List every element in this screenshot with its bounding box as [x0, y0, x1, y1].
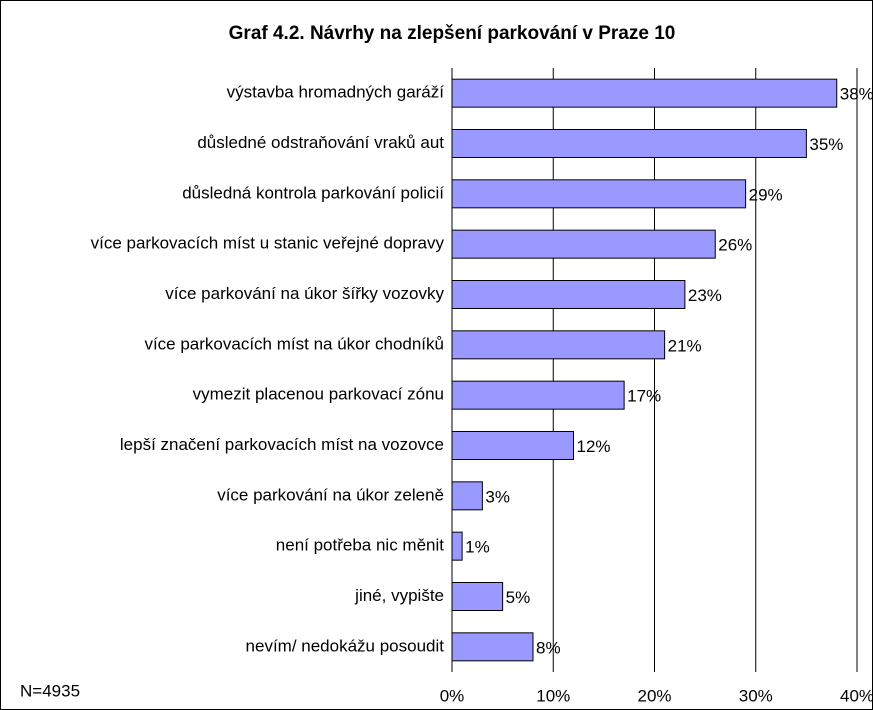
y-tick-label: jiné, vypište	[354, 586, 444, 605]
y-tick-label: důsledné odstraňování vraků aut	[197, 133, 444, 152]
bar	[451, 129, 807, 158]
bar	[451, 179, 747, 209]
bar	[451, 78, 838, 108]
x-tick-label: 40%	[840, 686, 873, 705]
y-tick-label: lepší značení parkovacích míst na vozovc…	[120, 435, 444, 454]
data-label: 29%	[749, 185, 783, 204]
data-label: 3%	[485, 487, 510, 506]
data-label: 5%	[506, 588, 531, 607]
bar	[451, 531, 463, 561]
y-tick-label: více parkování na úkor šířky vozovky	[165, 284, 444, 303]
y-tick-label: více parkovacích míst na úkor chodníků	[144, 334, 444, 353]
y-tick-label: důsledná kontrola parkování policií	[182, 183, 444, 202]
data-label: 12%	[577, 437, 611, 456]
data-label: 38%	[840, 85, 873, 104]
y-tick-label: výstavba hromadných garáží	[227, 83, 445, 102]
data-label: 17%	[627, 387, 661, 406]
y-tick-label: více parkování na úkor zeleně	[217, 485, 444, 504]
y-tick-label: vymezit placenou parkovací zónu	[193, 385, 444, 404]
x-tick-label: 20%	[637, 686, 671, 705]
x-tick-label: 0%	[440, 686, 465, 705]
bar	[451, 481, 483, 511]
y-tick-label: nevím/ nedokážu posoudit	[246, 636, 445, 655]
y-tick-label: více parkovacích míst u stanic veřejné d…	[91, 234, 445, 253]
data-label: 26%	[718, 236, 752, 255]
data-label: 21%	[668, 336, 702, 355]
bar	[451, 330, 666, 360]
data-label: 35%	[809, 135, 843, 154]
bar	[451, 632, 534, 662]
data-label: 1%	[465, 538, 490, 557]
bar	[451, 380, 625, 410]
data-label: 8%	[536, 638, 561, 657]
bar	[451, 229, 716, 259]
y-tick-label: není potřeba nic měnit	[276, 536, 444, 555]
x-tick-label: 30%	[739, 686, 773, 705]
data-label: 23%	[688, 286, 722, 305]
bar	[451, 431, 574, 460]
bar	[451, 280, 686, 309]
bar	[451, 582, 504, 611]
x-tick-label: 10%	[536, 686, 570, 705]
chart-title: Graf 4.2. Návrhy na zlepšení parkování v…	[229, 23, 676, 44]
annotation: N=4935	[20, 681, 80, 700]
